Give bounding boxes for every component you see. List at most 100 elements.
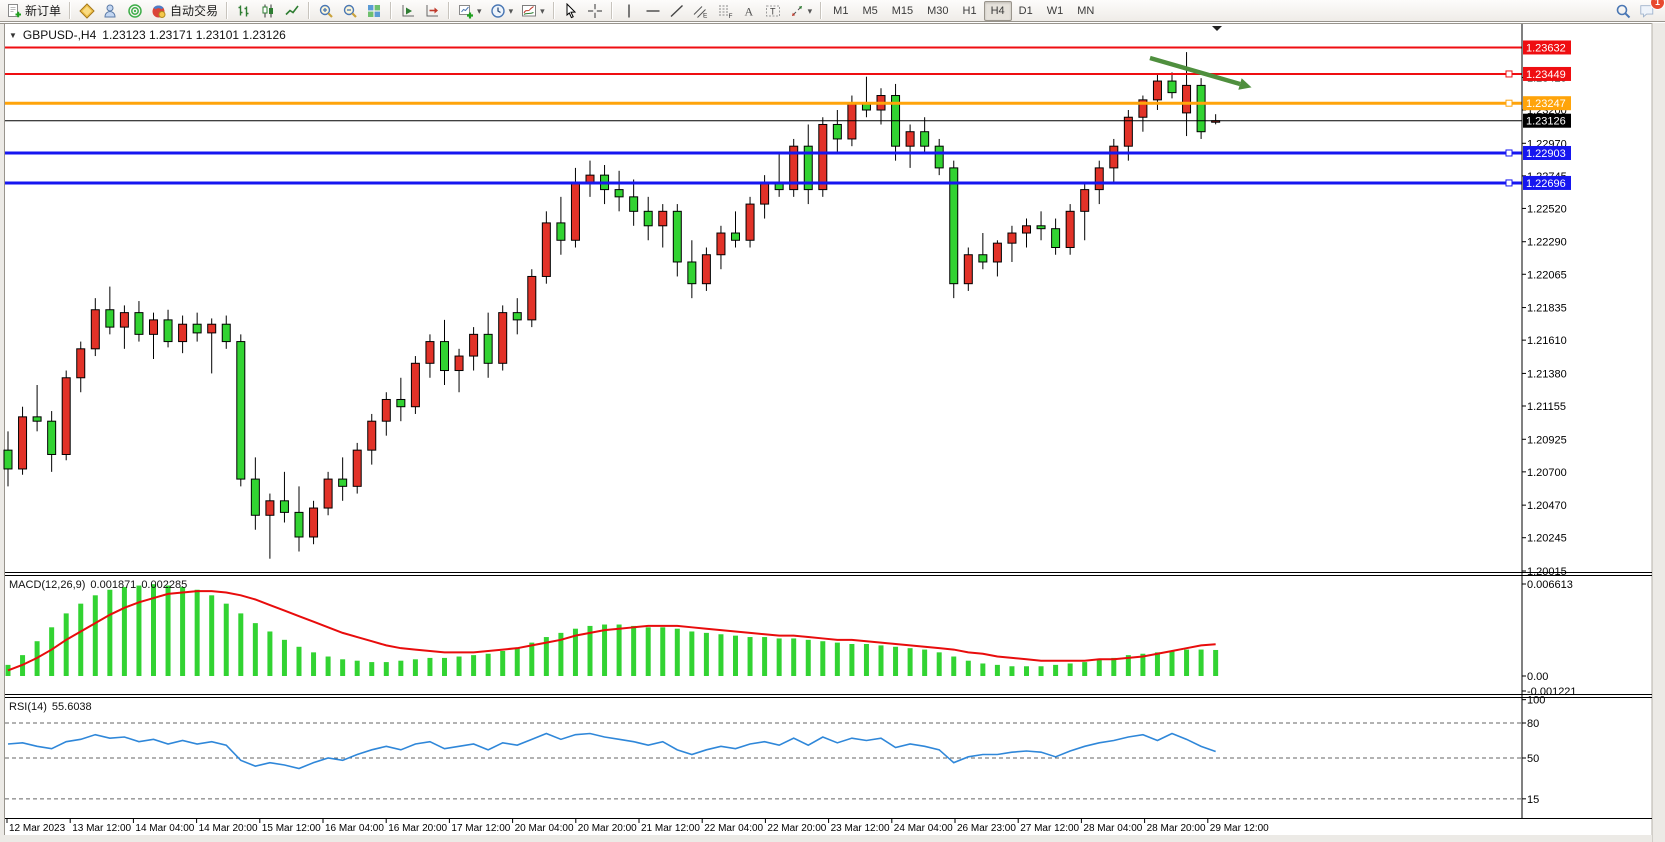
timeframe-button-h4[interactable]: H4	[983, 0, 1012, 21]
crosshair-button[interactable]	[583, 0, 607, 23]
text-label-button[interactable]: T	[761, 0, 785, 23]
rsi-pane[interactable]: 100 80 50 15	[5, 695, 1545, 806]
toolbar-separator	[390, 2, 393, 19]
svg-text:50: 50	[1527, 753, 1539, 765]
profile-button[interactable]	[75, 0, 99, 23]
zoom-out-button[interactable]	[338, 0, 362, 23]
notification-badge[interactable]: 1	[1650, 0, 1665, 10]
chevron-down-icon[interactable]: ▾	[540, 5, 545, 16]
timeframe-button-m15[interactable]: M15	[891, 4, 914, 17]
new-order-button[interactable]: 新订单	[2, 0, 65, 23]
text-icon: A	[741, 3, 757, 19]
vertical-line-button[interactable]	[617, 0, 641, 23]
zoom-in-button[interactable]	[314, 0, 338, 23]
tile-windows-button[interactable]	[362, 0, 386, 23]
text-button[interactable]: A	[737, 0, 761, 23]
time-axis[interactable]: 12 Mar 2023 13 Mar 12:00 14 Mar 04:00 14 Ma…	[6, 818, 1269, 834]
svg-text:23 Mar 12:00: 23 Mar 12:00	[831, 823, 890, 834]
signals-button[interactable]	[123, 0, 147, 23]
timeframe-button-d1[interactable]: D1	[1018, 4, 1033, 17]
svg-text:1.22290: 1.22290	[1527, 237, 1567, 249]
line-handle[interactable]	[1505, 70, 1513, 78]
svg-text:E: E	[703, 12, 708, 19]
new-chart-button[interactable]: ▾	[454, 0, 486, 23]
svg-text:16 Mar 20:00: 16 Mar 20:00	[388, 823, 447, 834]
channel-icon: E	[693, 3, 709, 19]
clock-icon	[490, 3, 506, 19]
svg-text:1.20470: 1.20470	[1527, 500, 1567, 512]
cursor-button[interactable]	[559, 0, 583, 23]
collapse-chart-icon[interactable]: ▼	[9, 30, 17, 40]
chart-shift-marker[interactable]	[1212, 26, 1222, 31]
line-handle[interactable]	[1505, 99, 1513, 107]
autoscroll-icon	[400, 3, 416, 19]
bar-chart-button[interactable]	[232, 0, 256, 23]
svg-text:22 Mar 20:00: 22 Mar 20:00	[767, 823, 826, 834]
trend-arrow-annotation[interactable]	[1149, 55, 1252, 90]
svg-text:1.23449: 1.23449	[1526, 69, 1566, 81]
timeframe-button-m5[interactable]: M5	[862, 4, 878, 17]
period-button[interactable]: ▾	[486, 0, 518, 23]
toolbar-separator	[448, 2, 451, 19]
svg-text:20 Mar 04:00: 20 Mar 04:00	[515, 823, 574, 834]
chart-title: ▼ GBPUSD-,H4 1.23123 1.23171 1.23101 1.2…	[9, 28, 286, 42]
right-scroll-strip[interactable]	[1652, 23, 1665, 842]
fibonacci-button[interactable]: F	[713, 0, 737, 23]
market-watch-button[interactable]	[99, 0, 123, 23]
svg-text:21 Mar 12:00: 21 Mar 12:00	[641, 823, 700, 834]
price-label: 1.23632	[1523, 40, 1571, 55]
line-handle[interactable]	[1505, 179, 1513, 187]
chevron-down-icon[interactable]: ▾	[807, 5, 813, 16]
search-button[interactable]	[1611, 0, 1635, 23]
macd-main-value: 0.001871	[90, 579, 137, 591]
trendline-button[interactable]	[665, 0, 689, 23]
svg-text:26 Mar 23:00: 26 Mar 23:00	[957, 823, 1016, 834]
timeframe-button-m1[interactable]: M1	[833, 4, 849, 17]
toolbar-separator	[308, 2, 311, 19]
svg-text:1.23126: 1.23126	[1526, 116, 1566, 128]
toolbar-separator	[610, 2, 613, 19]
template-button[interactable]: ▾	[517, 0, 549, 23]
chat-button[interactable]: 1	[1635, 0, 1665, 23]
equidistant-channel-button[interactable]: E	[689, 0, 713, 23]
autotrading-button[interactable]: 自动交易	[147, 0, 222, 23]
candlestick-chart-button[interactable]	[256, 0, 280, 23]
autotrading-icon	[151, 3, 167, 19]
price-label: 1.22696	[1523, 175, 1571, 190]
svg-text:F: F	[728, 13, 732, 19]
fibo-icon: F	[717, 3, 733, 19]
autotrading-button-label: 自动交易	[170, 3, 219, 18]
timeframe-button-h1[interactable]: H1	[962, 4, 977, 17]
vline-icon	[621, 3, 637, 19]
line-chart-button[interactable]	[280, 0, 304, 23]
svg-text:15: 15	[1527, 794, 1539, 806]
toolbar-separator	[820, 2, 823, 19]
arrows-button[interactable]: ▾	[785, 0, 817, 23]
zoom-out-icon	[342, 3, 358, 19]
timeframe-button-m30[interactable]: M30	[927, 4, 949, 17]
svg-text:1.20700: 1.20700	[1527, 467, 1567, 479]
line-handle[interactable]	[1505, 149, 1513, 157]
macd-pane[interactable]: 0.006613 0.00 -0.001221	[5, 579, 1577, 698]
horizontal-lines-layer[interactable]	[5, 46, 1522, 187]
svg-text:A: A	[744, 4, 753, 18]
chevron-down-icon[interactable]: ▾	[508, 5, 514, 16]
svg-text:80: 80	[1527, 718, 1539, 730]
chart-ohlc-quote: 1.23123 1.23171 1.23101 1.23126	[102, 28, 286, 42]
timeframe-button-w1[interactable]: W1	[1046, 4, 1064, 17]
horizontal-line-button[interactable]	[641, 0, 665, 23]
chevron-down-icon[interactable]: ▾	[477, 5, 482, 16]
timeframe-button-mn[interactable]: MN	[1077, 4, 1095, 17]
svg-text:1.22696: 1.22696	[1526, 178, 1566, 190]
rsi-value: 55.6038	[51, 701, 92, 713]
cursor-icon	[563, 2, 579, 19]
svg-text:12 Mar 2023: 12 Mar 2023	[9, 823, 66, 834]
profile-icon	[79, 2, 95, 19]
signals-icon	[127, 3, 143, 19]
svg-text:27 Mar 12:00: 27 Mar 12:00	[1020, 823, 1079, 834]
line-icon	[284, 3, 300, 19]
auto-scroll-button[interactable]	[396, 0, 420, 23]
arrows-icon	[789, 3, 805, 19]
chart-shift-button[interactable]	[420, 0, 444, 23]
